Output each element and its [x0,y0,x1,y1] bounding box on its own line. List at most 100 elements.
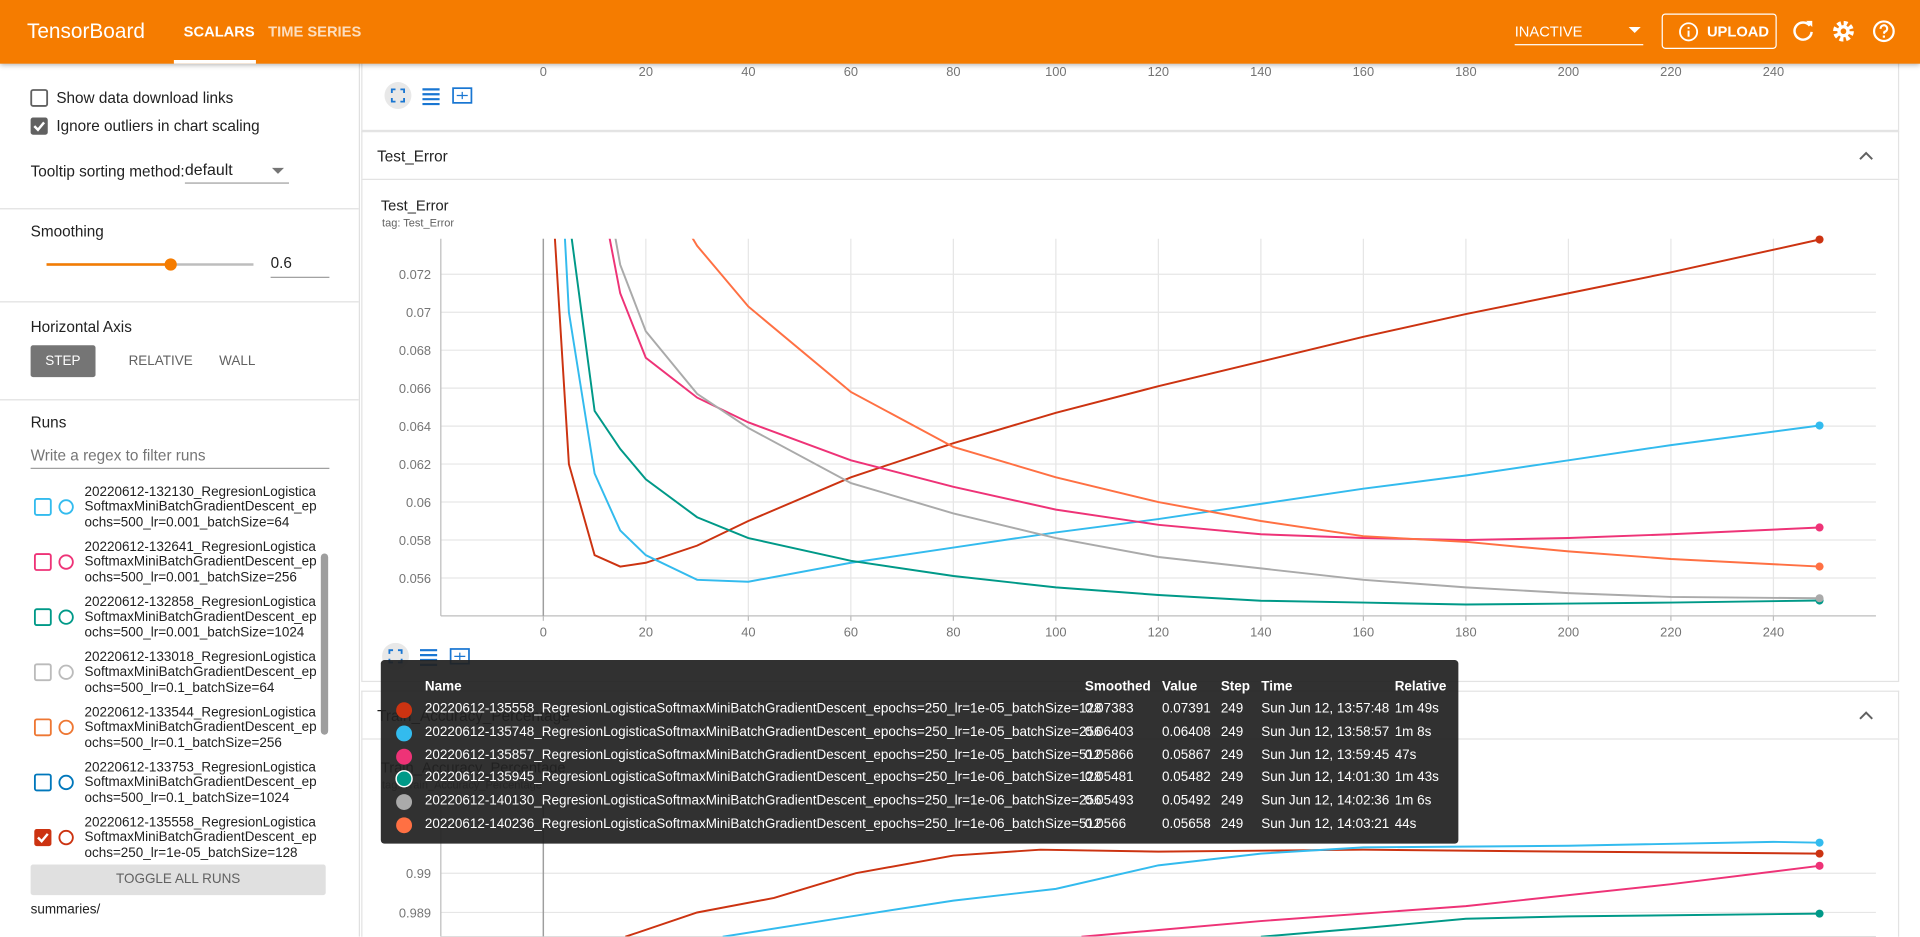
chart-card [361,61,1900,132]
tooltip-cell: Sun Jun 12, 14:01:30 [1261,770,1390,786]
run-checkbox[interactable] [33,718,53,738]
card-header[interactable]: Test_Error [361,131,1900,180]
run-name: 20220612-133753_RegresionLogisticaSoftma… [84,760,317,806]
tooltip-cell: 1m 8s [1394,724,1432,740]
color-circle [58,719,74,736]
color-circle [396,794,413,811]
smoothing-input[interactable]: 0.6 [270,254,292,272]
run-color-swatch [396,794,413,811]
run-item: 20220612-133753_RegresionLogisticaSoftma… [0,758,321,813]
upload-button[interactable]: UPLOAD [1661,13,1777,49]
tooltip-cell: 0.07391 [1162,701,1211,717]
run-item: 20220612-132641_RegresionLogisticaSoftma… [0,538,321,593]
settings-icon[interactable] [1832,20,1855,43]
input-underline [270,276,330,278]
logdir-label: summaries/ [30,902,101,918]
checkbox-box [33,498,52,516]
checkbox-label: Show data download links [56,89,234,107]
run-color-swatch [395,770,413,788]
collapse-icon[interactable] [1859,710,1874,720]
tooltip-cell: 0.06408 [1162,724,1211,740]
run-checkbox[interactable] [33,662,53,682]
tooltip-sort-select[interactable]: default [184,160,233,179]
app-title: TensorBoard [26,19,145,43]
toggle-all-runs-button[interactable]: TOGGLE ALL RUNS [30,864,326,896]
axis-option-button[interactable]: STEP [30,345,96,378]
card-title: Test_Error [377,148,448,166]
run-color-swatch [58,664,74,680]
info-icon [1679,22,1699,42]
tooltip-cell: 249 [1220,770,1244,786]
checkbox-box [30,89,49,107]
color-circle [58,499,74,515]
tab-time-series[interactable]: TIME SERIES [268,23,362,41]
color-circle [396,702,413,719]
refresh-icon[interactable] [1793,20,1815,42]
color-circle [58,829,74,846]
dropdown-arrow [1628,26,1641,34]
tab-scalars[interactable]: SCALARS [183,23,255,41]
run-name: 20220612-133544_RegresionLogisticaSoftma… [84,705,317,751]
tooltip-cell: 0.05867 [1162,747,1211,763]
select-arrow [271,167,285,174]
upload-label: UPLOAD [1706,23,1769,41]
color-circle [396,817,413,834]
tooltip-cell: Sun Jun 12, 14:03:21 [1261,816,1390,832]
collapse-icon[interactable] [1859,151,1874,161]
tooltip-cell: 20220612-135857_RegresionLogisticaSoftma… [424,747,1102,763]
tooltip-cell: 20220612-140236_RegresionLogisticaSoftma… [424,816,1102,832]
run-item: 20220612-132858_RegresionLogisticaSoftma… [0,593,321,648]
tooltip-cell: 0.07383 [1084,701,1134,717]
button-label: STEP [45,353,81,369]
run-color-swatch [396,725,413,742]
color-circle [396,748,413,765]
run-name: 20220612-132858_RegresionLogisticaSoftma… [84,595,317,640]
tooltip-cell: 0.0566 [1084,816,1127,832]
checkbox-box [33,773,52,792]
run-name: 20220612-132130_RegresionLogisticaSoftma… [84,484,317,530]
checkbox-box [30,117,48,135]
select-underline [184,182,289,184]
axis-option-button[interactable]: RELATIVE [114,345,208,377]
run-color-swatch [396,748,413,765]
run-filter-input[interactable]: Write a regex to filter runs [30,446,206,465]
checkbox[interactable] [29,88,49,108]
divider [0,399,359,401]
tooltip-cell: 1m 49s [1394,701,1439,717]
tooltip-cell: 0.05658 [1162,816,1211,832]
color-circle [58,664,74,680]
run-checkbox[interactable] [33,607,53,627]
smoothing-label: Smoothing [30,222,104,240]
tooltip-column-header: Step [1220,679,1251,695]
run-checkbox[interactable] [33,552,53,572]
check-mark [33,121,46,132]
tooltip-cell: 0.05492 [1162,793,1211,809]
input-underline [30,467,330,469]
run-name: 20220612-132641_RegresionLogisticaSoftma… [84,540,317,585]
tooltip-cell: 20220612-135748_RegresionLogisticaSoftma… [424,724,1102,740]
checkbox[interactable] [29,116,49,136]
help-icon[interactable] [1872,20,1895,43]
divider [0,208,359,210]
tooltip-cell: 20220612-135558_RegresionLogisticaSoftma… [424,701,1102,717]
run-checkbox[interactable] [33,828,53,848]
smoothing-slider[interactable] [37,253,264,277]
check-mark [37,833,49,844]
tooltip-cell: 0.05866 [1084,747,1134,763]
axis-option-button[interactable]: WALL [204,345,270,377]
run-checkbox[interactable] [33,497,53,517]
checkbox-box [33,718,52,737]
tooltip-column-header: Value [1162,679,1198,695]
run-checkbox[interactable] [33,773,53,793]
runs-label: Runs [30,413,67,432]
checkbox-box [33,663,52,682]
tooltip-cell: 1m 6s [1394,793,1432,809]
tooltip-cell: 0.05481 [1084,770,1134,786]
checkbox-box [34,828,52,847]
reload-status[interactable]: INACTIVE [1514,23,1583,41]
run-color-swatch [58,719,74,736]
scrollbar-thumb[interactable] [320,553,329,735]
run-color-swatch [58,609,74,625]
tooltip-column-header: Smoothed [1084,679,1151,695]
